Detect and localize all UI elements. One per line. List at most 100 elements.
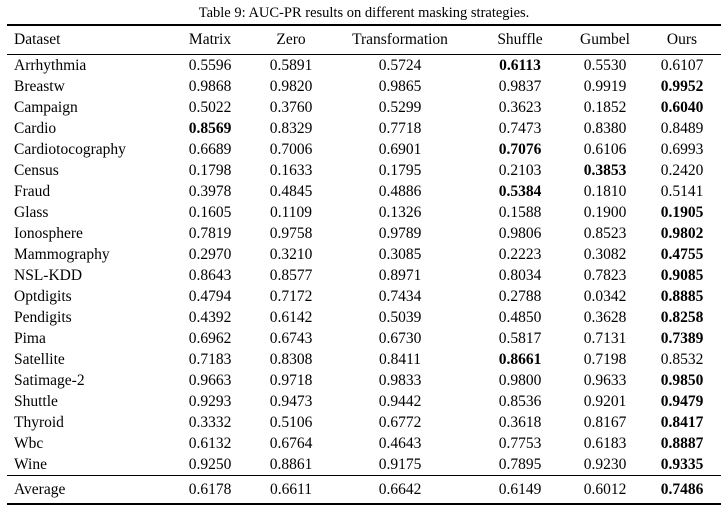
value-cell: 0.6132 bbox=[188, 435, 232, 452]
value-cell: 0.5039 bbox=[378, 309, 422, 326]
value-cell: 0.1109 bbox=[269, 204, 313, 221]
value-cell: 0.8532 bbox=[660, 351, 704, 368]
dataset-name-cell: Arrhythmia bbox=[14, 57, 87, 74]
dataset-name-cell: Satimage-2 bbox=[14, 372, 85, 389]
value-cell: 0.7895 bbox=[498, 456, 542, 473]
value-cell: 0.2420 bbox=[660, 162, 704, 179]
best-value-cell: 0.9850 bbox=[660, 372, 704, 389]
value-cell: 0.9293 bbox=[188, 393, 232, 410]
value-cell: 0.9230 bbox=[583, 456, 627, 473]
value-cell: 0.8411 bbox=[378, 351, 422, 368]
value-cell: 0.3760 bbox=[269, 99, 313, 116]
value-cell: 0.2788 bbox=[498, 288, 542, 305]
dataset-name-cell: Campaign bbox=[14, 99, 78, 116]
value-cell: 0.8167 bbox=[583, 414, 627, 431]
value-cell: 0.9868 bbox=[188, 78, 232, 95]
value-cell: 0.7823 bbox=[583, 267, 627, 284]
value-cell: 0.1633 bbox=[269, 162, 313, 179]
dataset-name-cell: Thyroid bbox=[14, 414, 64, 431]
value-cell: 0.9800 bbox=[498, 372, 542, 389]
best-value-cell: 0.6113 bbox=[499, 57, 541, 74]
best-value-cell: 0.8569 bbox=[188, 120, 232, 137]
value-cell: 0.7198 bbox=[583, 351, 627, 368]
value-cell: 0.4392 bbox=[188, 309, 232, 326]
best-value-cell: 0.9479 bbox=[660, 393, 704, 410]
value-cell: 0.6178 bbox=[188, 480, 232, 498]
value-cell: 0.6730 bbox=[378, 330, 422, 347]
value-cell: 0.9250 bbox=[188, 456, 232, 473]
value-cell: 0.2970 bbox=[188, 246, 232, 263]
value-cell: 0.6772 bbox=[378, 414, 422, 431]
best-value-cell: 0.6040 bbox=[660, 99, 704, 116]
best-value-cell: 0.4755 bbox=[660, 246, 704, 263]
value-cell: 0.3332 bbox=[188, 414, 232, 431]
value-cell: 0.4886 bbox=[378, 183, 422, 200]
dataset-name-cell: Cardio bbox=[14, 120, 57, 137]
value-cell: 0.3082 bbox=[583, 246, 627, 263]
value-cell: 0.7434 bbox=[378, 288, 422, 305]
value-cell: 0.2223 bbox=[498, 246, 542, 263]
value-cell: 0.5530 bbox=[583, 57, 627, 74]
value-cell: 0.3618 bbox=[498, 414, 542, 431]
value-cell: 0.5596 bbox=[188, 57, 232, 74]
column-header-transformation: Transformation bbox=[352, 31, 448, 48]
value-cell: 0.2103 bbox=[498, 162, 542, 179]
value-cell: 0.9806 bbox=[498, 225, 542, 242]
table-row: Optdigits 0.4794 0.7172 0.7434 0.2788 0.0342 0… bbox=[7, 286, 721, 307]
table-row: Glass 0.1605 0.1109 0.1326 0.1588 0.1900 0.190… bbox=[7, 202, 721, 223]
dataset-name-cell: NSL-KDD bbox=[14, 267, 83, 284]
value-cell: 0.8523 bbox=[583, 225, 627, 242]
value-cell: 0.1810 bbox=[583, 183, 627, 200]
table-row: Shuttle 0.9293 0.9473 0.9442 0.8536 0.9201 0.9… bbox=[7, 391, 721, 412]
value-cell: 0.7006 bbox=[269, 141, 313, 158]
dataset-name-cell: Pendigits bbox=[14, 309, 72, 326]
value-cell: 0.6183 bbox=[583, 435, 627, 452]
best-value-cell: 0.1905 bbox=[660, 204, 704, 221]
best-value-cell: 0.3853 bbox=[583, 162, 627, 179]
value-cell: 0.9789 bbox=[378, 225, 422, 242]
table-row: Thyroid 0.3332 0.5106 0.6772 0.3618 0.8167 0.8… bbox=[7, 412, 721, 433]
value-cell: 0.1900 bbox=[583, 204, 627, 221]
value-cell: 0.5817 bbox=[498, 330, 542, 347]
value-cell: 0.3085 bbox=[378, 246, 422, 263]
best-value-cell: 0.9952 bbox=[660, 78, 704, 95]
dataset-name-cell: Breastw bbox=[14, 78, 65, 95]
best-value-cell: 0.7389 bbox=[660, 330, 704, 347]
value-cell: 0.9473 bbox=[269, 393, 313, 410]
value-cell: 0.9837 bbox=[498, 78, 542, 95]
value-cell: 0.1605 bbox=[188, 204, 232, 221]
dataset-name-cell: Wine bbox=[14, 456, 47, 473]
table-row: Satellite 0.7183 0.8308 0.8411 0.8661 0.7198 0… bbox=[7, 349, 721, 370]
value-cell: 0.9919 bbox=[583, 78, 627, 95]
value-cell: 0.3628 bbox=[583, 309, 627, 326]
value-cell: 0.8577 bbox=[269, 267, 313, 284]
dataset-name-cell: Satellite bbox=[14, 351, 65, 368]
value-cell: 0.4845 bbox=[269, 183, 313, 200]
value-cell: 0.5022 bbox=[188, 99, 232, 116]
dataset-name-cell: Average bbox=[14, 480, 66, 498]
value-cell: 0.6012 bbox=[583, 480, 627, 498]
value-cell: 0.9201 bbox=[583, 393, 627, 410]
best-value-cell: 0.7076 bbox=[498, 141, 542, 158]
table-row: Wbc 0.6132 0.6764 0.4643 0.7753 0.6183 0.8887 bbox=[7, 433, 721, 454]
value-cell: 0.0342 bbox=[583, 288, 627, 305]
table-row: Campaign 0.5022 0.3760 0.5299 0.3623 0.1852 0.… bbox=[7, 97, 721, 118]
value-cell: 0.9663 bbox=[188, 372, 232, 389]
value-cell: 0.6901 bbox=[378, 141, 422, 158]
value-cell: 0.7172 bbox=[269, 288, 313, 305]
value-cell: 0.7819 bbox=[188, 225, 232, 242]
value-cell: 0.1795 bbox=[378, 162, 422, 179]
table-row: Satimage-2 0.9663 0.9718 0.9833 0.9800 0.9633… bbox=[7, 370, 721, 391]
best-value-cell: 0.8887 bbox=[660, 435, 704, 452]
auc-pr-results-table: Dataset Matrix Zero Transformation Shuffle Gu… bbox=[7, 24, 721, 505]
best-value-cell: 0.5384 bbox=[498, 183, 542, 200]
table-row: Arrhythmia 0.5596 0.5891 0.5724 0.6113 0.5530… bbox=[7, 55, 721, 77]
column-header-matrix: Matrix bbox=[188, 31, 232, 48]
value-cell: 0.6743 bbox=[269, 330, 313, 347]
value-cell: 0.7131 bbox=[583, 330, 627, 347]
value-cell: 0.8643 bbox=[188, 267, 232, 284]
table-row: Census 0.1798 0.1633 0.1795 0.2103 0.3853 0.24… bbox=[7, 160, 721, 181]
dataset-name-cell: Shuttle bbox=[14, 393, 58, 410]
value-cell: 0.6611 bbox=[269, 480, 313, 498]
value-cell: 0.7718 bbox=[378, 120, 422, 137]
